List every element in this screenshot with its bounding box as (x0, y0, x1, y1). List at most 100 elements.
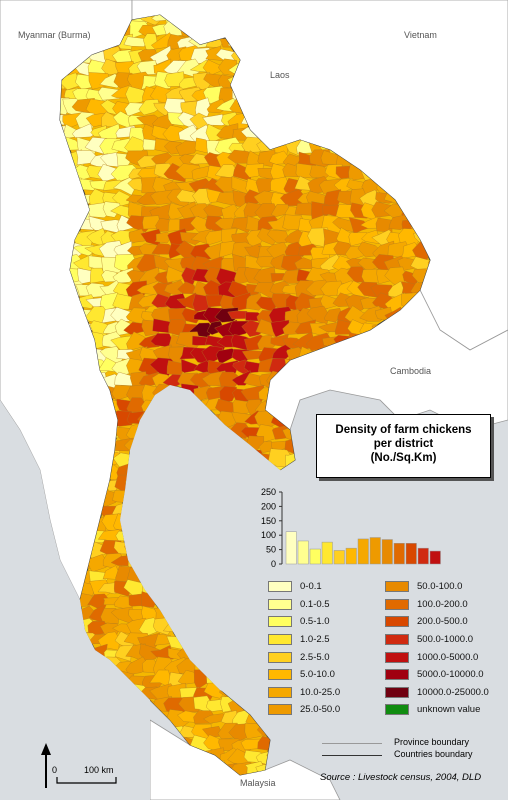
class-histogram: 0 50 100 150 200 250 (261, 487, 441, 569)
legend-label: 200.0-500.0 (417, 616, 468, 628)
histogram-bar (333, 550, 345, 565)
histogram-bar (345, 547, 357, 565)
histogram-bar (357, 538, 369, 565)
district-polygon (309, 739, 332, 755)
district-polygon (112, 267, 134, 284)
legend-swatch (268, 651, 292, 663)
legend-item: 5000.0-10000.0 (385, 666, 489, 684)
legend-title-line3: (No./Sq.Km) (370, 452, 437, 464)
legend-swatch (385, 581, 409, 593)
legend-item: 10000.0-25000.0 (385, 684, 489, 702)
histogram-tick-label: 0 (271, 559, 276, 569)
label-cambodia: Cambodia (390, 366, 432, 376)
district-polygon (202, 726, 223, 738)
label-malaysia: Malaysia (240, 778, 276, 788)
district-polygon (361, 630, 380, 651)
legend-label: 2.5-5.0 (300, 651, 330, 663)
district-polygon (371, 747, 393, 767)
legend-column-1: 0-0.1 0.1-0.5 0.5-1.0 1.0-2.5 2.5-5.0 5.0-10.… (268, 578, 340, 719)
legend-label: 1000.0-5000.0 (417, 651, 479, 663)
legend-label: 1.0-2.5 (300, 634, 330, 646)
district-polygon (296, 737, 316, 750)
district-polygon (347, 648, 372, 663)
histogram-bar (321, 541, 333, 565)
legend-label: 0-0.1 (300, 581, 322, 593)
district-polygon (334, 723, 356, 740)
district-polygon (268, 739, 295, 752)
district-polygon (345, 604, 368, 620)
histogram-tick-label: 50 (266, 545, 276, 555)
legend-item: 2.5-5.0 (268, 648, 340, 666)
legend-label: 500.0-1000.0 (417, 634, 473, 646)
district-polygon (162, 374, 185, 388)
district-polygon (253, 266, 277, 286)
district-polygon (349, 738, 371, 752)
legend-title-line1: Density of farm chickens (335, 424, 472, 436)
district-polygon (358, 646, 383, 662)
province-boundary-line (322, 743, 382, 744)
legend-swatch (268, 669, 292, 681)
district-polygon (298, 410, 316, 430)
district-polygon (307, 750, 328, 768)
north-arrow-and-scale-bar: 0 100 km (41, 743, 117, 788)
legend-swatch (268, 634, 292, 646)
legend-swatch (268, 704, 292, 716)
district-polygon (202, 114, 228, 126)
legend-swatch (385, 616, 409, 628)
label-myanmar: Myanmar (Burma) (18, 30, 91, 40)
district-polygon (245, 709, 264, 725)
legend-column-2: 50.0-100.0 100.0-200.0 200.0-500.0 500.0-10… (385, 578, 489, 719)
legend-swatch (385, 598, 409, 610)
district-polygon (427, 255, 430, 273)
district-polygon (139, 643, 161, 661)
legend-item: 50.0-100.0 (385, 578, 489, 596)
legend-swatch (268, 616, 292, 628)
histogram-bar (417, 547, 429, 565)
legend-label: 0.5-1.0 (300, 616, 330, 628)
scale-distance-label: 100 km (84, 765, 114, 775)
district-polygon (72, 123, 94, 138)
district-polygon (325, 735, 347, 755)
country-boundary-label: Countries boundary (394, 749, 473, 759)
district-polygon (344, 597, 372, 608)
district-polygon (361, 747, 381, 766)
district-polygon (267, 722, 293, 738)
district-polygon (361, 723, 384, 740)
district-polygon (345, 618, 369, 637)
legend-item: 1.0-2.5 (268, 631, 340, 649)
district-polygon (373, 734, 394, 755)
scale-zero-label: 0 (52, 765, 57, 775)
histogram-bar (381, 539, 393, 565)
district-polygon (293, 463, 316, 480)
legend-label: 10000.0-25000.0 (417, 686, 489, 698)
district-polygon (344, 671, 369, 689)
district-polygon (202, 59, 229, 76)
district-polygon (125, 86, 148, 105)
district-polygon (347, 722, 369, 742)
legend-title-box: Density of farm chickens per district (N… (316, 414, 491, 478)
legend-item: 0.1-0.5 (268, 596, 340, 614)
district-polygon (322, 749, 344, 768)
legend-swatch (268, 581, 292, 593)
legend-label: unknown value (417, 704, 481, 716)
district-polygon (358, 684, 381, 699)
province-boundary-label: Province boundary (394, 737, 470, 747)
legend-label: 0.1-0.5 (300, 598, 330, 610)
legend-label: 100.0-200.0 (417, 598, 468, 610)
legend-label: 50.0-100.0 (417, 581, 463, 593)
district-polygon (358, 675, 381, 689)
legend-swatch (385, 651, 409, 663)
district-polygon (363, 618, 386, 636)
histogram-y-axis: 0 50 100 150 200 250 (261, 487, 283, 569)
district-polygon (282, 739, 305, 753)
district-polygon (257, 736, 279, 752)
district-polygon (297, 400, 317, 416)
legend-item: 0-0.1 (268, 578, 340, 596)
district-polygon (128, 228, 149, 243)
histogram-tick-label: 200 (261, 501, 276, 511)
histogram-tick-label: 100 (261, 530, 276, 540)
district-polygon (361, 229, 380, 245)
district-polygon (292, 724, 319, 738)
district-polygon (362, 592, 385, 608)
district-polygon (296, 449, 318, 465)
